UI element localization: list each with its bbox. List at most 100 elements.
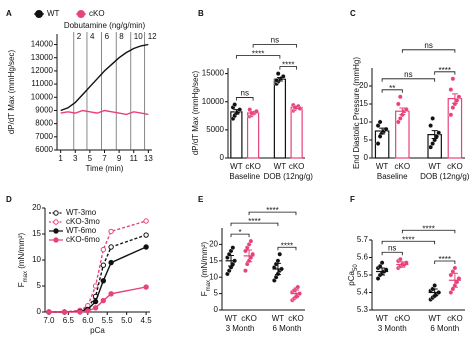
x-tick-label: 1 xyxy=(58,154,63,163)
point xyxy=(436,130,442,136)
category-label: WT xyxy=(428,314,441,323)
point xyxy=(275,258,281,264)
point xyxy=(248,238,254,244)
y-tick-label: 13000 xyxy=(31,53,54,62)
point xyxy=(100,246,107,253)
x-tick-label: 9 xyxy=(117,154,122,163)
y-tick-label: 20 xyxy=(32,203,41,212)
significance-bracket xyxy=(401,49,456,53)
legend-marker xyxy=(77,10,85,18)
point xyxy=(430,141,436,147)
category-label: WT xyxy=(376,314,389,323)
significance-label: **** xyxy=(266,206,278,215)
x-tick-label: 11 xyxy=(130,154,139,163)
significance-bracket xyxy=(434,260,456,264)
y-tick-label: 0 xyxy=(220,153,225,162)
label-part: max xyxy=(23,271,29,282)
significance-label: **** xyxy=(422,224,434,233)
label-part: F xyxy=(17,282,26,287)
series-line xyxy=(48,220,147,313)
group-label: 6 Month xyxy=(273,324,302,333)
significance-label: **** xyxy=(439,255,451,264)
significance-label: **** xyxy=(248,217,260,226)
point xyxy=(108,291,114,297)
point xyxy=(254,108,259,114)
y-tick-label: 20 xyxy=(209,240,218,249)
y-tick-label: 5.5 xyxy=(357,270,369,279)
point xyxy=(92,283,99,289)
y-tick-label: 10 xyxy=(32,255,41,264)
significance-bracket xyxy=(235,55,281,59)
panel-letter: D xyxy=(6,195,12,204)
category-label: cKO xyxy=(241,314,257,323)
point xyxy=(397,94,403,100)
panel-letter: C xyxy=(350,9,356,18)
y-tick-label: 15 xyxy=(32,229,41,238)
error-bar xyxy=(379,267,386,276)
y-tick-label: 5.3 xyxy=(357,305,369,314)
group-label: 3 Month xyxy=(378,324,407,333)
point xyxy=(108,244,114,250)
bar xyxy=(273,78,287,159)
point xyxy=(46,309,52,315)
dose-label: 2 xyxy=(77,32,82,41)
y-tick-label: 9000 xyxy=(35,106,53,115)
point xyxy=(379,260,385,266)
point xyxy=(397,116,403,121)
y-tick-label: 5 xyxy=(214,289,219,298)
category-label: WT xyxy=(272,314,285,323)
category-label: cKO xyxy=(288,314,304,323)
x-tick-label: 5 xyxy=(88,154,93,163)
x-tick-label: 6.0 xyxy=(82,316,94,325)
legend-label: WT-6mo xyxy=(66,226,97,235)
category-label: cKO xyxy=(395,314,411,323)
significance-label: **** xyxy=(252,50,264,59)
dose-label: 8 xyxy=(119,32,124,41)
y-tick-label: 20 xyxy=(359,81,368,90)
y-tick-label: 10 xyxy=(359,117,368,126)
significance-label: ns xyxy=(388,243,396,252)
y-axis-label: dP/dT Max (mmHg/sec) xyxy=(191,71,200,156)
error-bar xyxy=(379,127,386,135)
significance-bracket xyxy=(381,89,403,93)
point xyxy=(430,116,436,121)
y-axis-label: End Diastolic Pressure (mmHg) xyxy=(352,57,361,169)
point xyxy=(375,276,381,281)
error-bar xyxy=(274,262,281,276)
error-bar xyxy=(399,261,406,268)
point xyxy=(232,102,238,107)
significance-label: * xyxy=(238,228,241,237)
significance-bracket xyxy=(235,97,254,101)
x-tick-label: 6.5 xyxy=(63,316,75,325)
panel-letter: B xyxy=(198,9,204,18)
y-tick-label: 14000 xyxy=(31,40,54,49)
y-tick-label: 10000 xyxy=(31,92,54,101)
category-label: cKO xyxy=(289,162,305,171)
y-tick-label: 0 xyxy=(364,153,369,162)
significance-bracket xyxy=(381,240,436,245)
legend-label: cKO-6mo xyxy=(66,235,100,244)
category-label: cKO xyxy=(395,162,411,171)
significance-label: **** xyxy=(439,66,451,75)
point xyxy=(277,251,283,257)
legend-label: cKO-3mo xyxy=(66,217,100,226)
point xyxy=(395,101,401,107)
y-tick-label: 15000 xyxy=(202,69,225,78)
significance-bracket xyxy=(401,229,456,234)
y-tick-label: 5.4 xyxy=(357,288,369,297)
dose-label: 10 xyxy=(134,32,143,41)
error-bar xyxy=(233,109,240,115)
label-part: (mN/mm²) xyxy=(17,232,26,271)
point xyxy=(61,309,68,315)
error-bar xyxy=(431,288,438,297)
legend-marker xyxy=(53,210,59,216)
error-bar xyxy=(399,107,406,115)
category-label: WT xyxy=(225,314,238,323)
group-label: 6 Month xyxy=(430,324,459,333)
error-bar xyxy=(293,105,300,109)
point xyxy=(432,283,438,288)
point xyxy=(456,94,462,100)
dose-label: 4 xyxy=(90,32,95,41)
point xyxy=(77,309,83,315)
significance-bracket xyxy=(230,222,279,227)
